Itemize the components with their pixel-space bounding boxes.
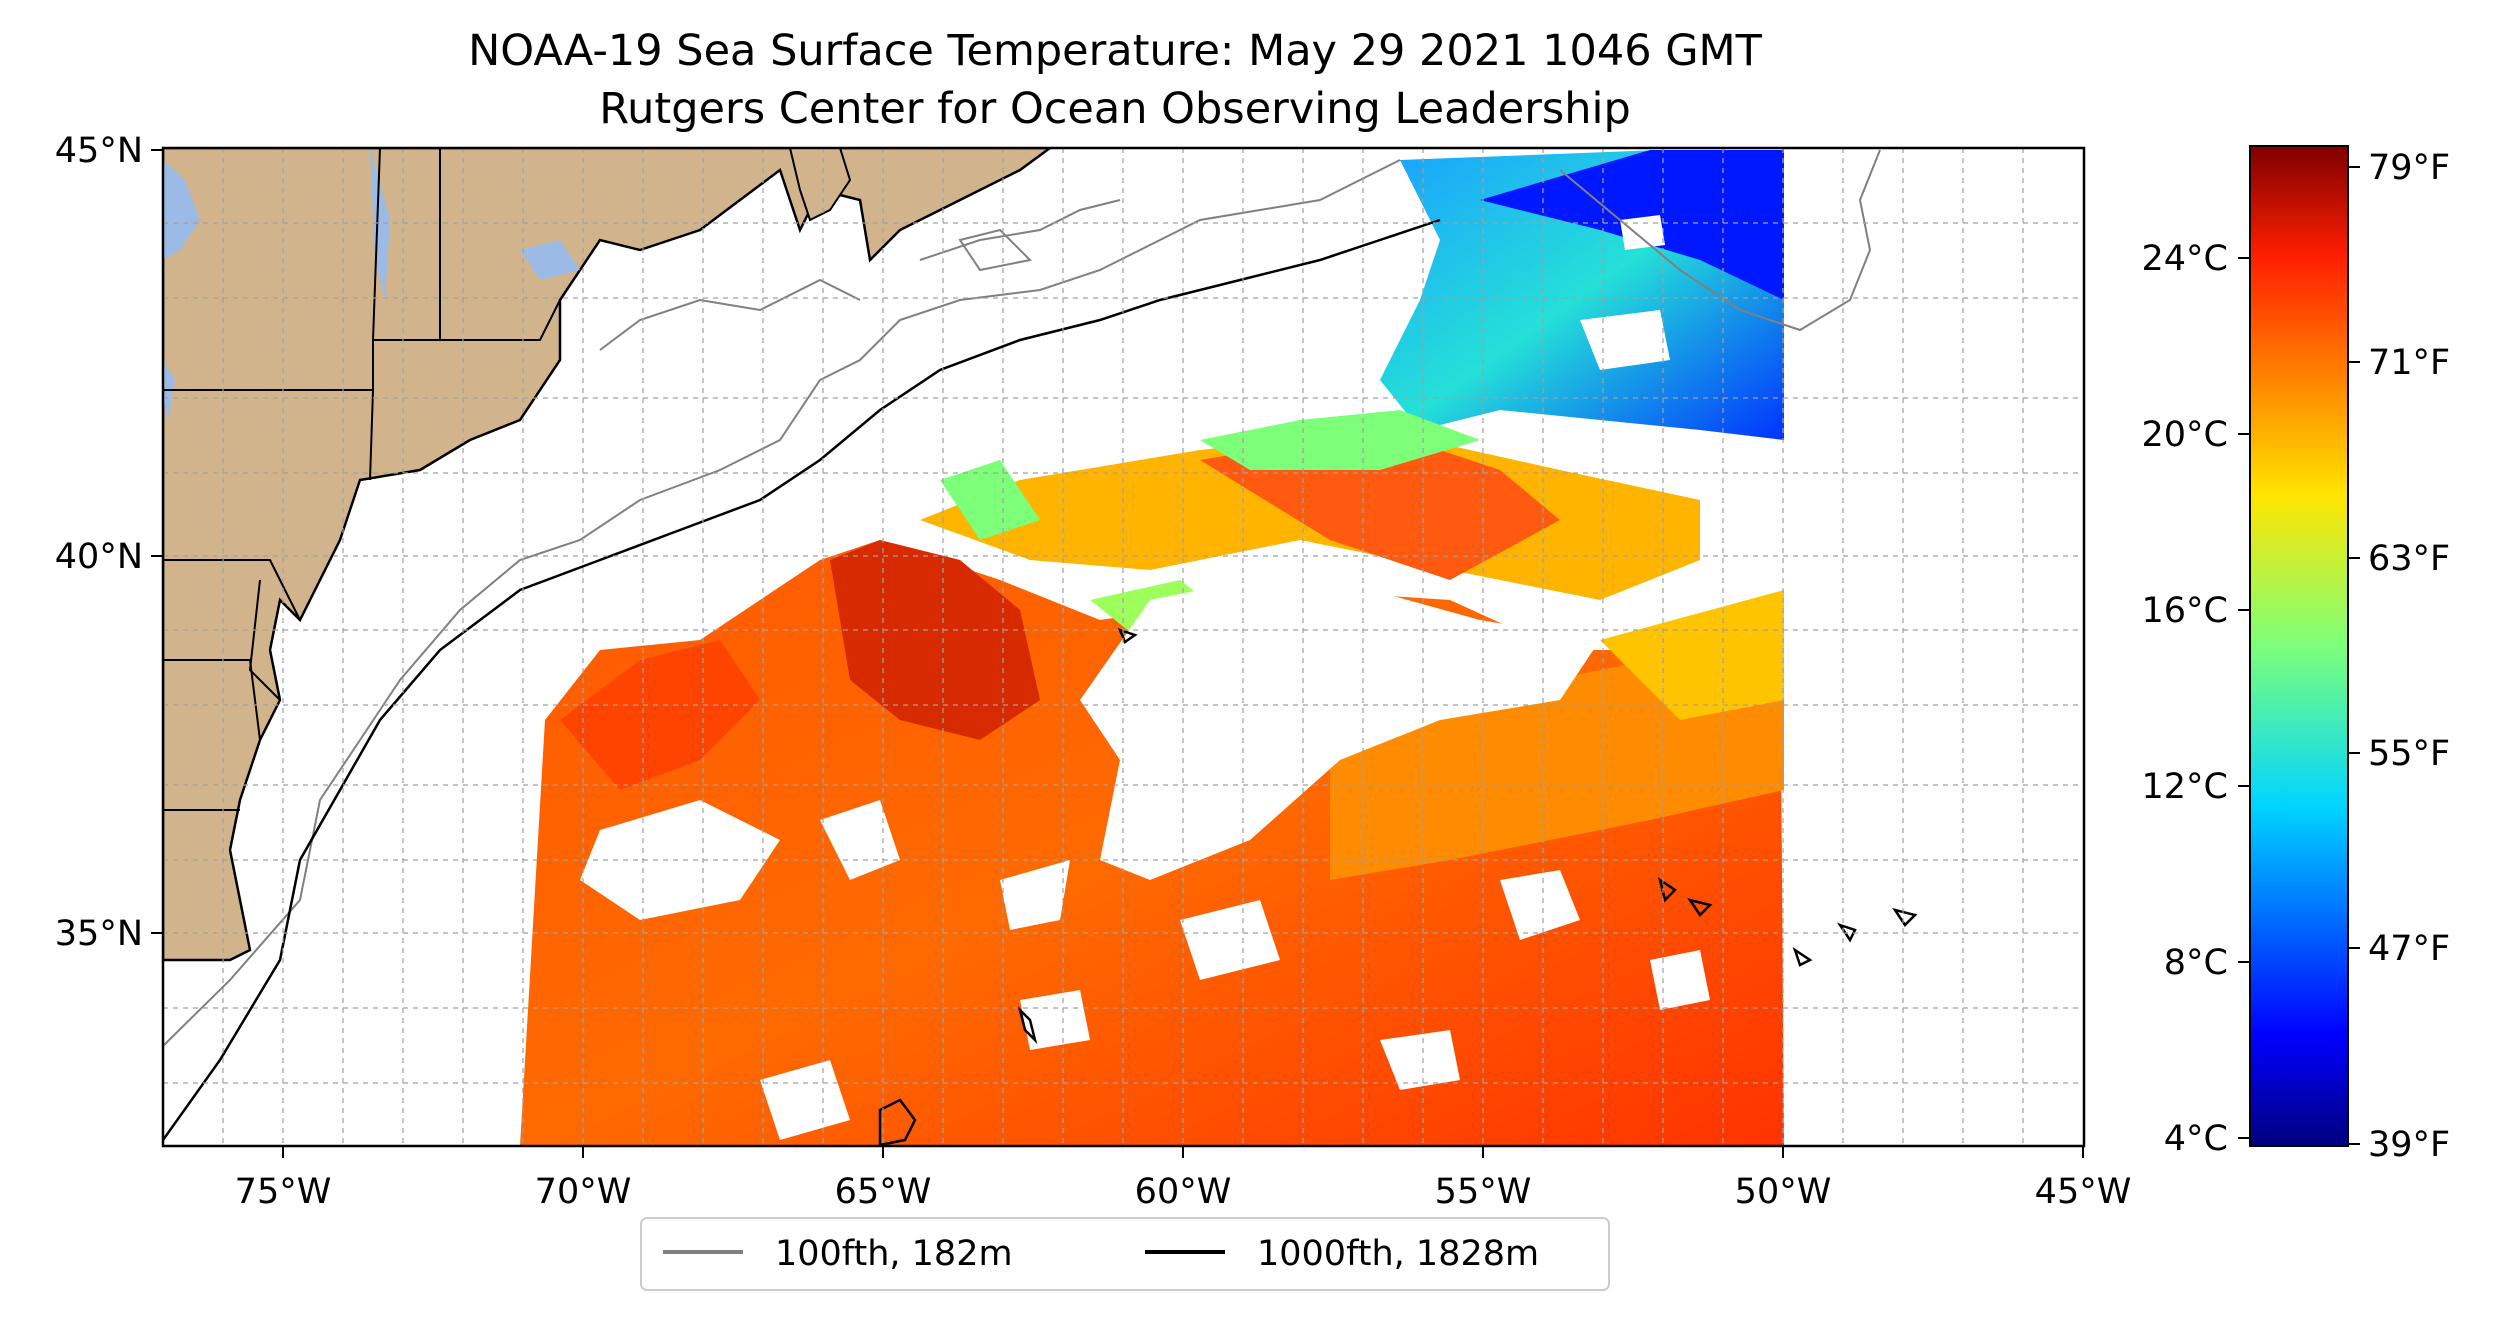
colorbar-gradient xyxy=(2249,145,2349,1147)
x-tick-label: 65°W xyxy=(835,1172,932,1212)
x-tick-label: 70°W xyxy=(535,1172,632,1212)
x-tick-label: 60°W xyxy=(1135,1172,1232,1212)
y-tick-label: 40°N xyxy=(55,537,143,577)
colorbar-celsius-label: 20°C xyxy=(2142,415,2228,455)
colorbar-fahrenheit-label: 55°F xyxy=(2368,734,2450,774)
x-axis-labels: 75°W 70°W 65°W 60°W 55°W 50°W 45°W xyxy=(235,1172,2132,1212)
legend: 100fth, 182m 1000fth, 1828m xyxy=(640,1217,1610,1291)
colorbar-fahrenheit-label: 39°F xyxy=(2368,1125,2450,1165)
y-axis-labels: 45°N 40°N 35°N xyxy=(55,131,143,954)
legend-label-100fth: 100fth, 182m xyxy=(775,1234,1013,1274)
x-tick-label: 50°W xyxy=(1735,1172,1832,1212)
colorbar-celsius-label: 16°C xyxy=(2142,591,2228,631)
x-tick-label: 55°W xyxy=(1435,1172,1532,1212)
bathymetry-1000fth xyxy=(163,218,1918,1146)
colorbar-fahrenheit-label: 71°F xyxy=(2368,343,2450,383)
cloud-mask xyxy=(580,215,1710,1140)
map-title: NOAA-19 Sea Surface Temperature: May 29 … xyxy=(468,26,1762,76)
axis-ticks xyxy=(151,149,2084,1158)
state-borders xyxy=(163,148,561,811)
x-tick-label: 75°W xyxy=(235,1172,332,1212)
colorbar-fahrenheit-label: 63°F xyxy=(2368,539,2450,579)
colorbar-celsius-label: 24°C xyxy=(2142,239,2228,279)
legend-box xyxy=(640,1217,1610,1291)
x-tick-label: 45°W xyxy=(2035,1172,2132,1212)
colorbar-celsius-label: 4°C xyxy=(2164,1119,2228,1159)
colorbar-celsius-label: 12°C xyxy=(2142,767,2228,807)
colorbar-fahrenheit-label: 47°F xyxy=(2368,929,2450,969)
map-frame xyxy=(161,146,2086,1148)
y-tick-label: 35°N xyxy=(55,914,143,954)
colorbar-celsius-label: 8°C xyxy=(2164,943,2228,983)
map-plot-area xyxy=(163,148,2084,1146)
legend-label-1000fth: 1000fth, 1828m xyxy=(1257,1234,1539,1274)
colorbar: 24°C 20°C 16°C 12°C 8°C 4°C 79°F 71°F 63… xyxy=(2142,145,2450,1165)
bathymetry-100fth xyxy=(163,149,1881,1047)
y-tick-label: 45°N xyxy=(55,131,143,171)
map-subtitle: Rutgers Center for Ocean Observing Leade… xyxy=(599,84,1631,134)
land-mask xyxy=(163,148,1053,962)
map-gridlines xyxy=(163,148,2084,1146)
colorbar-fahrenheit-label: 79°F xyxy=(2368,148,2450,188)
